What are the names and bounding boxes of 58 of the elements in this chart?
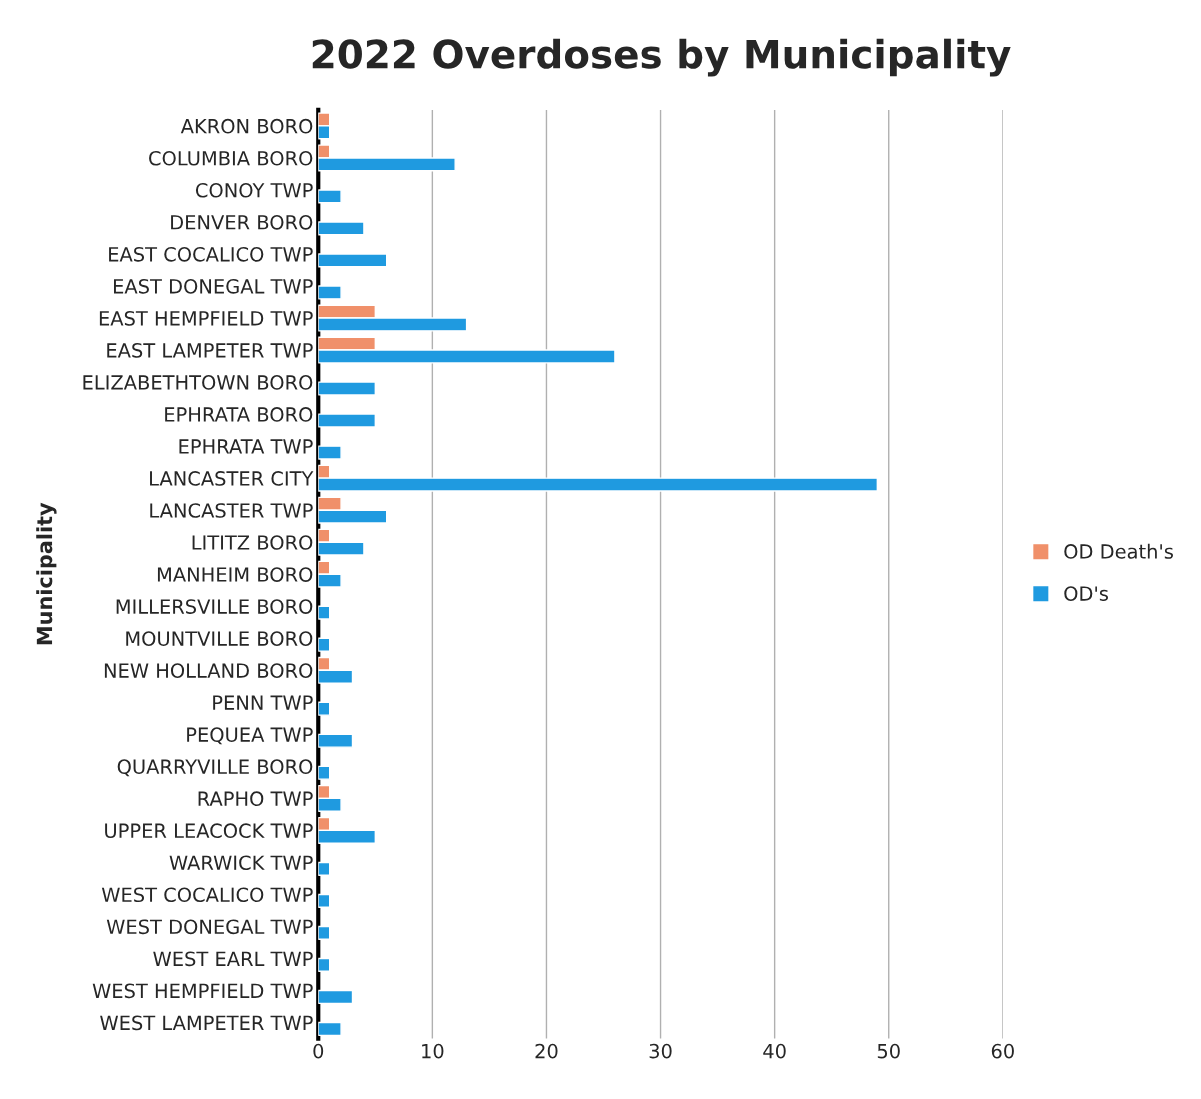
chart-title: 2022 Overdoses by Municipality	[312, 38, 1011, 77]
x-tick-label: 20	[535, 1043, 558, 1059]
y-tick-label: WEST LAMPETER TWP	[100, 1015, 313, 1031]
bar	[318, 413, 377, 428]
x-tick-label: 60	[991, 1043, 1014, 1059]
y-tick-label: DENVER BORO	[171, 214, 313, 230]
y-tick-label: UPPER LEACOCK TWP	[105, 823, 313, 839]
bar	[318, 637, 331, 652]
x-tick-label: 30	[649, 1043, 672, 1059]
y-tick-label: RAPHO TWP	[198, 791, 313, 807]
y-tick-label: LANCASTER TWP	[150, 503, 313, 518]
y-tick-label: EAST DONEGAL TWP	[114, 278, 313, 294]
y-tick-label: EAST COCALICO TWP	[109, 246, 313, 262]
y-tick-label: PENN TWP	[213, 695, 313, 710]
legend-label: OD Death's	[1064, 543, 1173, 559]
y-tick-label: EPHRATA TWP	[179, 439, 313, 454]
y-tick-label: MANHEIM BORO	[157, 567, 313, 582]
bar	[318, 765, 331, 780]
x-tick-label: 10	[422, 1043, 444, 1059]
y-tick-label: COLUMBIA BORO	[149, 150, 313, 166]
bar	[318, 445, 342, 460]
bar	[318, 893, 331, 908]
y-tick-label: WEST HEMPFIELD TWP	[92, 983, 313, 999]
y-tick-label: NEW HOLLAND BORO	[104, 663, 313, 678]
y-tick-label: EPHRATA BORO	[165, 407, 313, 422]
y-tick-label: LANCASTER CITY	[150, 471, 314, 486]
y-tick-label: EAST LAMPETER TWP	[107, 343, 313, 358]
y-tick-label: WEST DONEGAL TWP	[106, 919, 313, 935]
bar	[318, 1021, 342, 1037]
x-tick-label: 0	[313, 1043, 324, 1059]
y-tick-label: CONOY TWP	[195, 182, 313, 198]
x-tick-label: 50	[877, 1043, 900, 1059]
y-tick-label: EAST HEMPFIELD TWP	[99, 311, 313, 326]
y-tick-label: PEQUEA TWP	[187, 727, 313, 745]
bar	[318, 861, 331, 876]
bar	[318, 605, 331, 620]
bar	[318, 381, 377, 396]
bar	[318, 285, 342, 300]
y-tick-label: ELIZABETHTOWN BORO	[83, 375, 313, 390]
bar	[318, 701, 331, 716]
bar	[318, 989, 354, 1005]
bar	[318, 221, 365, 236]
y-tick-label: LITITZ BORO	[192, 535, 313, 550]
y-axis-title: Municipality	[36, 502, 57, 645]
y-tick-label: WARWICK TWP	[169, 855, 313, 871]
legend-label: OD's	[1064, 586, 1108, 601]
bar	[318, 189, 342, 204]
y-tick-label: MILLERSVILLE BORO	[116, 599, 313, 614]
y-tick-label: WEST COCALICO TWP	[101, 887, 313, 903]
x-tick-label: 40	[763, 1043, 786, 1059]
y-tick-label: MOUNTVILLE BORO	[126, 631, 313, 646]
bar	[318, 253, 388, 268]
bar	[318, 957, 331, 973]
bar	[318, 733, 354, 748]
y-tick-label: AKRON BORO	[180, 118, 313, 134]
y-tick-label: QUARRYVILLE BORO	[117, 759, 313, 777]
bar	[318, 925, 331, 940]
y-tick-label: WEST EARL TWP	[153, 951, 313, 967]
